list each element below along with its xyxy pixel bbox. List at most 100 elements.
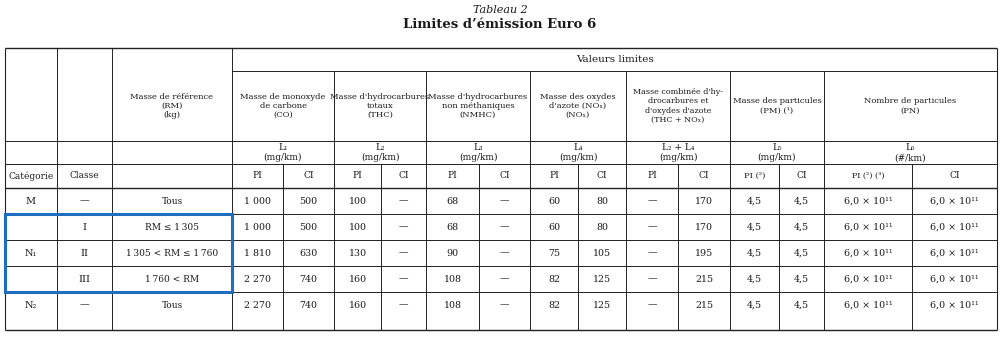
Text: CI: CI bbox=[949, 172, 960, 181]
Text: 6,0 × 10¹¹: 6,0 × 10¹¹ bbox=[930, 301, 979, 309]
Text: L₄
(mg/km): L₄ (mg/km) bbox=[559, 143, 597, 162]
Text: 6,0 × 10¹¹: 6,0 × 10¹¹ bbox=[844, 197, 892, 206]
Text: 2 270: 2 270 bbox=[244, 301, 271, 309]
Text: 90: 90 bbox=[446, 248, 459, 258]
Text: 500: 500 bbox=[299, 197, 318, 206]
Text: 740: 740 bbox=[300, 275, 318, 284]
Text: Masse combinée d'hy-
drocarbures et
d'oxydes d'azote
(THC + NOₓ): Masse combinée d'hy- drocarbures et d'ox… bbox=[633, 88, 723, 124]
Text: 4,5: 4,5 bbox=[794, 222, 809, 231]
Text: 6,0 × 10¹¹: 6,0 × 10¹¹ bbox=[930, 197, 979, 206]
Text: N₂: N₂ bbox=[25, 301, 37, 309]
Text: 630: 630 bbox=[299, 248, 318, 258]
Text: N₁: N₁ bbox=[25, 248, 37, 258]
Text: —: — bbox=[80, 301, 89, 309]
Text: Nombre de particules
(PN): Nombre de particules (PN) bbox=[864, 97, 957, 114]
Text: Tous: Tous bbox=[161, 197, 183, 206]
Text: —: — bbox=[500, 301, 509, 309]
Text: 4,5: 4,5 bbox=[794, 197, 809, 206]
Text: 108: 108 bbox=[444, 275, 462, 284]
Text: Tableau 2: Tableau 2 bbox=[473, 5, 527, 15]
Text: 170: 170 bbox=[695, 197, 713, 206]
Text: —: — bbox=[647, 275, 657, 284]
Text: II: II bbox=[80, 248, 88, 258]
Text: 215: 215 bbox=[695, 301, 713, 309]
Text: 68: 68 bbox=[446, 222, 459, 231]
Text: CI: CI bbox=[398, 172, 409, 181]
Text: Valeurs limites: Valeurs limites bbox=[576, 55, 653, 64]
Text: III: III bbox=[78, 275, 90, 284]
Text: —: — bbox=[399, 222, 408, 231]
Text: 4,5: 4,5 bbox=[747, 275, 762, 284]
Text: Masse des oxydes
d'azote (NOₓ)
(NOₓ): Masse des oxydes d'azote (NOₓ) (NOₓ) bbox=[540, 93, 616, 119]
Text: Limites d’émission Euro 6: Limites d’émission Euro 6 bbox=[403, 17, 597, 31]
Text: L₆
(#/km): L₆ (#/km) bbox=[895, 143, 926, 162]
Text: 160: 160 bbox=[348, 301, 367, 309]
Text: 4,5: 4,5 bbox=[794, 301, 809, 309]
Text: 1 810: 1 810 bbox=[244, 248, 271, 258]
Text: 125: 125 bbox=[593, 275, 611, 284]
Text: 100: 100 bbox=[349, 197, 366, 206]
Text: 60: 60 bbox=[548, 197, 560, 206]
Text: 740: 740 bbox=[300, 301, 318, 309]
Text: 1 000: 1 000 bbox=[244, 197, 271, 206]
Text: 60: 60 bbox=[548, 222, 560, 231]
Text: PI: PI bbox=[353, 172, 362, 181]
Text: Masse d'hydrocarbures
non méthaniques
(NMHC): Masse d'hydrocarbures non méthaniques (N… bbox=[428, 93, 528, 119]
Text: 80: 80 bbox=[596, 197, 608, 206]
Text: 1 760 < RM: 1 760 < RM bbox=[145, 275, 199, 284]
Bar bbox=[5, 214, 232, 292]
Text: Masse de monoxyde
de carbone
(CO): Masse de monoxyde de carbone (CO) bbox=[240, 93, 326, 119]
Text: —: — bbox=[500, 275, 509, 284]
Text: L₁
(mg/km): L₁ (mg/km) bbox=[264, 143, 302, 162]
Text: 4,5: 4,5 bbox=[747, 301, 762, 309]
Text: 75: 75 bbox=[548, 248, 560, 258]
Text: Masse des particules
(PM) (¹): Masse des particules (PM) (¹) bbox=[733, 97, 821, 114]
Text: 4,5: 4,5 bbox=[794, 248, 809, 258]
Text: —: — bbox=[647, 301, 657, 309]
Text: —: — bbox=[399, 248, 408, 258]
Text: 195: 195 bbox=[695, 248, 713, 258]
Text: 4,5: 4,5 bbox=[747, 222, 762, 231]
Text: PI: PI bbox=[448, 172, 457, 181]
Text: —: — bbox=[647, 248, 657, 258]
Text: 4,5: 4,5 bbox=[794, 275, 809, 284]
Text: —: — bbox=[500, 248, 509, 258]
Text: Classe: Classe bbox=[70, 172, 99, 181]
Text: CI: CI bbox=[699, 172, 709, 181]
Text: PI (²) (³): PI (²) (³) bbox=[852, 172, 884, 180]
Text: —: — bbox=[399, 275, 408, 284]
Text: 6,0 × 10¹¹: 6,0 × 10¹¹ bbox=[844, 301, 892, 309]
Text: —: — bbox=[80, 197, 89, 206]
Text: L₂
(mg/km): L₂ (mg/km) bbox=[361, 143, 399, 162]
Text: M: M bbox=[26, 197, 36, 206]
Text: CI: CI bbox=[796, 172, 807, 181]
Text: 6,0 × 10¹¹: 6,0 × 10¹¹ bbox=[844, 275, 892, 284]
Text: CI: CI bbox=[597, 172, 607, 181]
Text: —: — bbox=[500, 222, 509, 231]
Text: 500: 500 bbox=[299, 222, 318, 231]
Text: Catégorie: Catégorie bbox=[8, 171, 54, 181]
Text: 6,0 × 10¹¹: 6,0 × 10¹¹ bbox=[930, 222, 979, 231]
Text: 108: 108 bbox=[444, 301, 462, 309]
Text: —: — bbox=[647, 197, 657, 206]
Text: CI: CI bbox=[499, 172, 510, 181]
Text: 130: 130 bbox=[348, 248, 367, 258]
Text: 100: 100 bbox=[349, 222, 366, 231]
Text: —: — bbox=[647, 222, 657, 231]
Text: 215: 215 bbox=[695, 275, 713, 284]
Text: 125: 125 bbox=[593, 301, 611, 309]
Text: 4,5: 4,5 bbox=[747, 197, 762, 206]
Text: 82: 82 bbox=[548, 275, 560, 284]
Text: RM ≤ 1 305: RM ≤ 1 305 bbox=[145, 222, 199, 231]
Text: 6,0 × 10¹¹: 6,0 × 10¹¹ bbox=[930, 248, 979, 258]
Text: 80: 80 bbox=[596, 222, 608, 231]
Text: PI: PI bbox=[253, 172, 262, 181]
Text: L₃
(mg/km): L₃ (mg/km) bbox=[459, 143, 497, 162]
Text: I: I bbox=[82, 222, 87, 231]
Text: PI: PI bbox=[647, 172, 657, 181]
Text: 2 270: 2 270 bbox=[244, 275, 271, 284]
Text: PI (²): PI (²) bbox=[744, 172, 765, 180]
Text: Masse d'hydrocarbures
totaux
(THC): Masse d'hydrocarbures totaux (THC) bbox=[330, 93, 430, 119]
Text: Tous: Tous bbox=[161, 301, 183, 309]
Text: Masse de référence
(RM)
(kg): Masse de référence (RM) (kg) bbox=[130, 93, 214, 119]
